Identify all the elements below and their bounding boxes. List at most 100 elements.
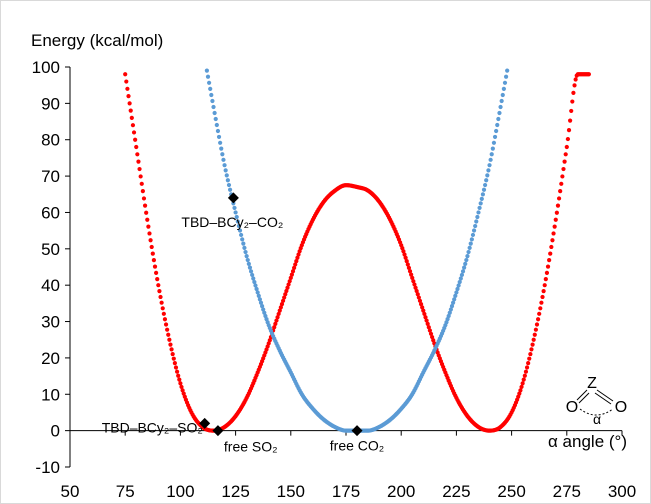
series-1-point xyxy=(413,285,418,290)
series-1-point xyxy=(282,295,287,300)
series-1-point xyxy=(145,217,150,222)
series-1-point xyxy=(148,238,153,243)
series-1-point xyxy=(573,77,578,82)
series-2-point xyxy=(487,163,492,168)
series-2-point xyxy=(500,92,505,98)
series-1-point xyxy=(292,265,297,270)
series-2-point xyxy=(214,122,219,128)
series-1-point xyxy=(555,203,561,208)
series-1-point xyxy=(517,391,522,396)
series-1-point xyxy=(543,277,548,282)
series-2-point xyxy=(495,122,500,128)
marker-point xyxy=(199,417,211,429)
series-2-point xyxy=(450,300,456,305)
inset-o-left: O xyxy=(566,399,578,416)
series-1-point xyxy=(420,305,425,310)
marker-point xyxy=(212,425,224,437)
series-1-point xyxy=(165,327,170,332)
series-2-point xyxy=(456,283,461,288)
series-2-point xyxy=(223,168,228,173)
series-1-point xyxy=(171,356,176,361)
inset-bond-left xyxy=(576,389,588,401)
series-1-point xyxy=(278,305,283,310)
series-1-point xyxy=(149,244,154,250)
series-1-point xyxy=(426,325,431,330)
series-1-point xyxy=(405,262,410,267)
series-1-point xyxy=(277,308,282,313)
series-1-point xyxy=(131,130,137,135)
series-2-point xyxy=(245,257,250,263)
x-tick-label: 125 xyxy=(221,482,249,501)
series-1-point xyxy=(279,301,285,307)
series-2-point xyxy=(205,74,211,79)
series-1-point xyxy=(178,381,183,386)
series-1-point xyxy=(411,279,416,284)
series-1-point xyxy=(162,317,168,322)
series-1-point xyxy=(415,292,420,297)
series-1-point xyxy=(163,322,169,327)
series-1-point xyxy=(552,224,557,229)
series-1-point xyxy=(174,369,180,374)
series-1-point xyxy=(137,166,142,172)
series-1-point xyxy=(427,328,432,333)
y-tick-label: 0 xyxy=(51,422,60,441)
series-1-point xyxy=(127,101,132,106)
series-1-point xyxy=(152,264,158,269)
series-2-point xyxy=(471,228,477,233)
series-2-point xyxy=(251,276,256,281)
series-2-point xyxy=(483,182,488,188)
series-2-point xyxy=(460,269,466,274)
series-1-point xyxy=(559,181,564,186)
series-1-point xyxy=(144,210,149,215)
series-1-point xyxy=(157,289,162,294)
series-2-point xyxy=(244,253,249,259)
series-1-point xyxy=(135,152,140,157)
y-tick-label: 30 xyxy=(41,313,60,332)
series-1-point xyxy=(129,115,134,121)
x-tick-label: 150 xyxy=(277,482,305,501)
series-2-point xyxy=(218,140,223,145)
series-2-point xyxy=(241,241,246,246)
inset-z: Z xyxy=(587,375,597,392)
series-1-point xyxy=(179,384,184,390)
x-tick-label: 50 xyxy=(61,482,80,501)
series-2-point xyxy=(227,187,233,192)
series-1-point xyxy=(294,258,299,264)
series-1-point xyxy=(564,144,569,150)
series-1-point xyxy=(532,332,537,337)
series-2-point xyxy=(246,261,251,266)
series-2-point xyxy=(477,205,482,211)
series-2-point xyxy=(224,173,229,178)
series-1-point xyxy=(160,306,165,311)
series-2-point xyxy=(470,232,476,238)
marker-label: free SO₂ xyxy=(224,439,278,455)
series-1-point xyxy=(519,384,524,390)
series-1-point xyxy=(141,196,147,201)
y-tick-label: 10 xyxy=(41,385,60,404)
series-1-point xyxy=(154,270,159,276)
series-1-point xyxy=(296,252,301,257)
series-1-point xyxy=(170,351,175,357)
series-2-point xyxy=(237,228,243,233)
series-1-point xyxy=(142,203,148,208)
series-2-point xyxy=(457,279,462,285)
series-1-point xyxy=(177,377,182,382)
angle-inset: ZO Oα xyxy=(566,375,627,427)
series-2-point xyxy=(213,116,218,122)
series-2-point xyxy=(496,116,501,122)
series-2-point xyxy=(453,293,458,299)
series-2-point xyxy=(209,92,214,98)
series-1-point xyxy=(518,388,523,393)
marker-label: TBD–BCy₂–SO₂ xyxy=(102,419,203,435)
series-1-point xyxy=(553,217,558,222)
series-1-point xyxy=(169,347,174,352)
inset-o-right: O xyxy=(615,399,627,416)
series-2-point xyxy=(480,192,485,197)
series-2-point xyxy=(467,245,472,250)
series-1-point xyxy=(524,365,530,370)
series-1-point xyxy=(423,315,428,320)
series-2-point xyxy=(207,80,212,85)
markers: TBD–BCy₂–CO₂ TBD–BCy₂–SO₂ free SO₂ free CO₂ xyxy=(102,192,384,455)
series-2 xyxy=(204,68,510,433)
